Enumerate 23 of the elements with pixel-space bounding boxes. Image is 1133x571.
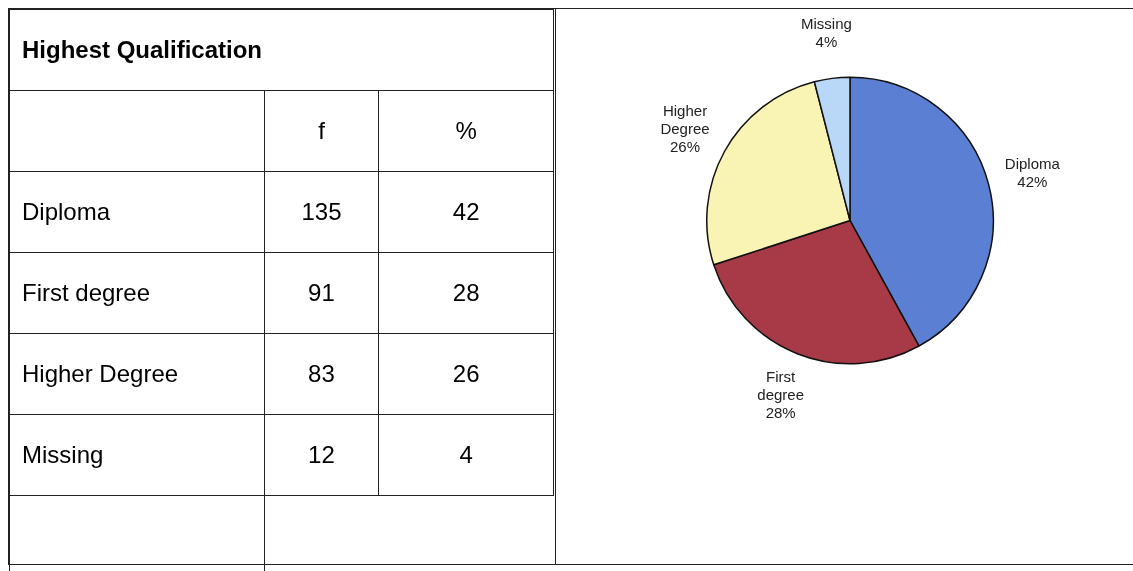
data-label: 26% — [670, 137, 701, 155]
category-label: First degree — [9, 252, 265, 334]
data-label: 42% — [1017, 172, 1048, 190]
data-label: 12 — [264, 414, 379, 496]
data-label: 83 — [264, 333, 379, 415]
category-label: Missing — [9, 414, 265, 496]
slice-label: Higher Degree — [660, 101, 710, 137]
category-label: Higher Degree — [9, 333, 265, 415]
data-label: 4 — [378, 414, 554, 496]
data-label: 135 — [264, 171, 379, 253]
slice-label: Diploma — [1004, 154, 1061, 172]
data-label: 4% — [815, 32, 838, 50]
text: Highest Qualification — [9, 9, 554, 91]
data-label: 91 — [264, 252, 379, 334]
slice-label: First degree — [757, 367, 805, 403]
data-label: 42 — [378, 171, 554, 253]
category-label: Diploma — [9, 171, 265, 253]
text: % — [378, 90, 554, 172]
text: f — [264, 90, 379, 172]
slice-label: Missing — [800, 14, 852, 32]
data-label: 26 — [378, 333, 554, 415]
data-label: 28 — [378, 252, 554, 334]
data-label: 28% — [765, 403, 796, 421]
